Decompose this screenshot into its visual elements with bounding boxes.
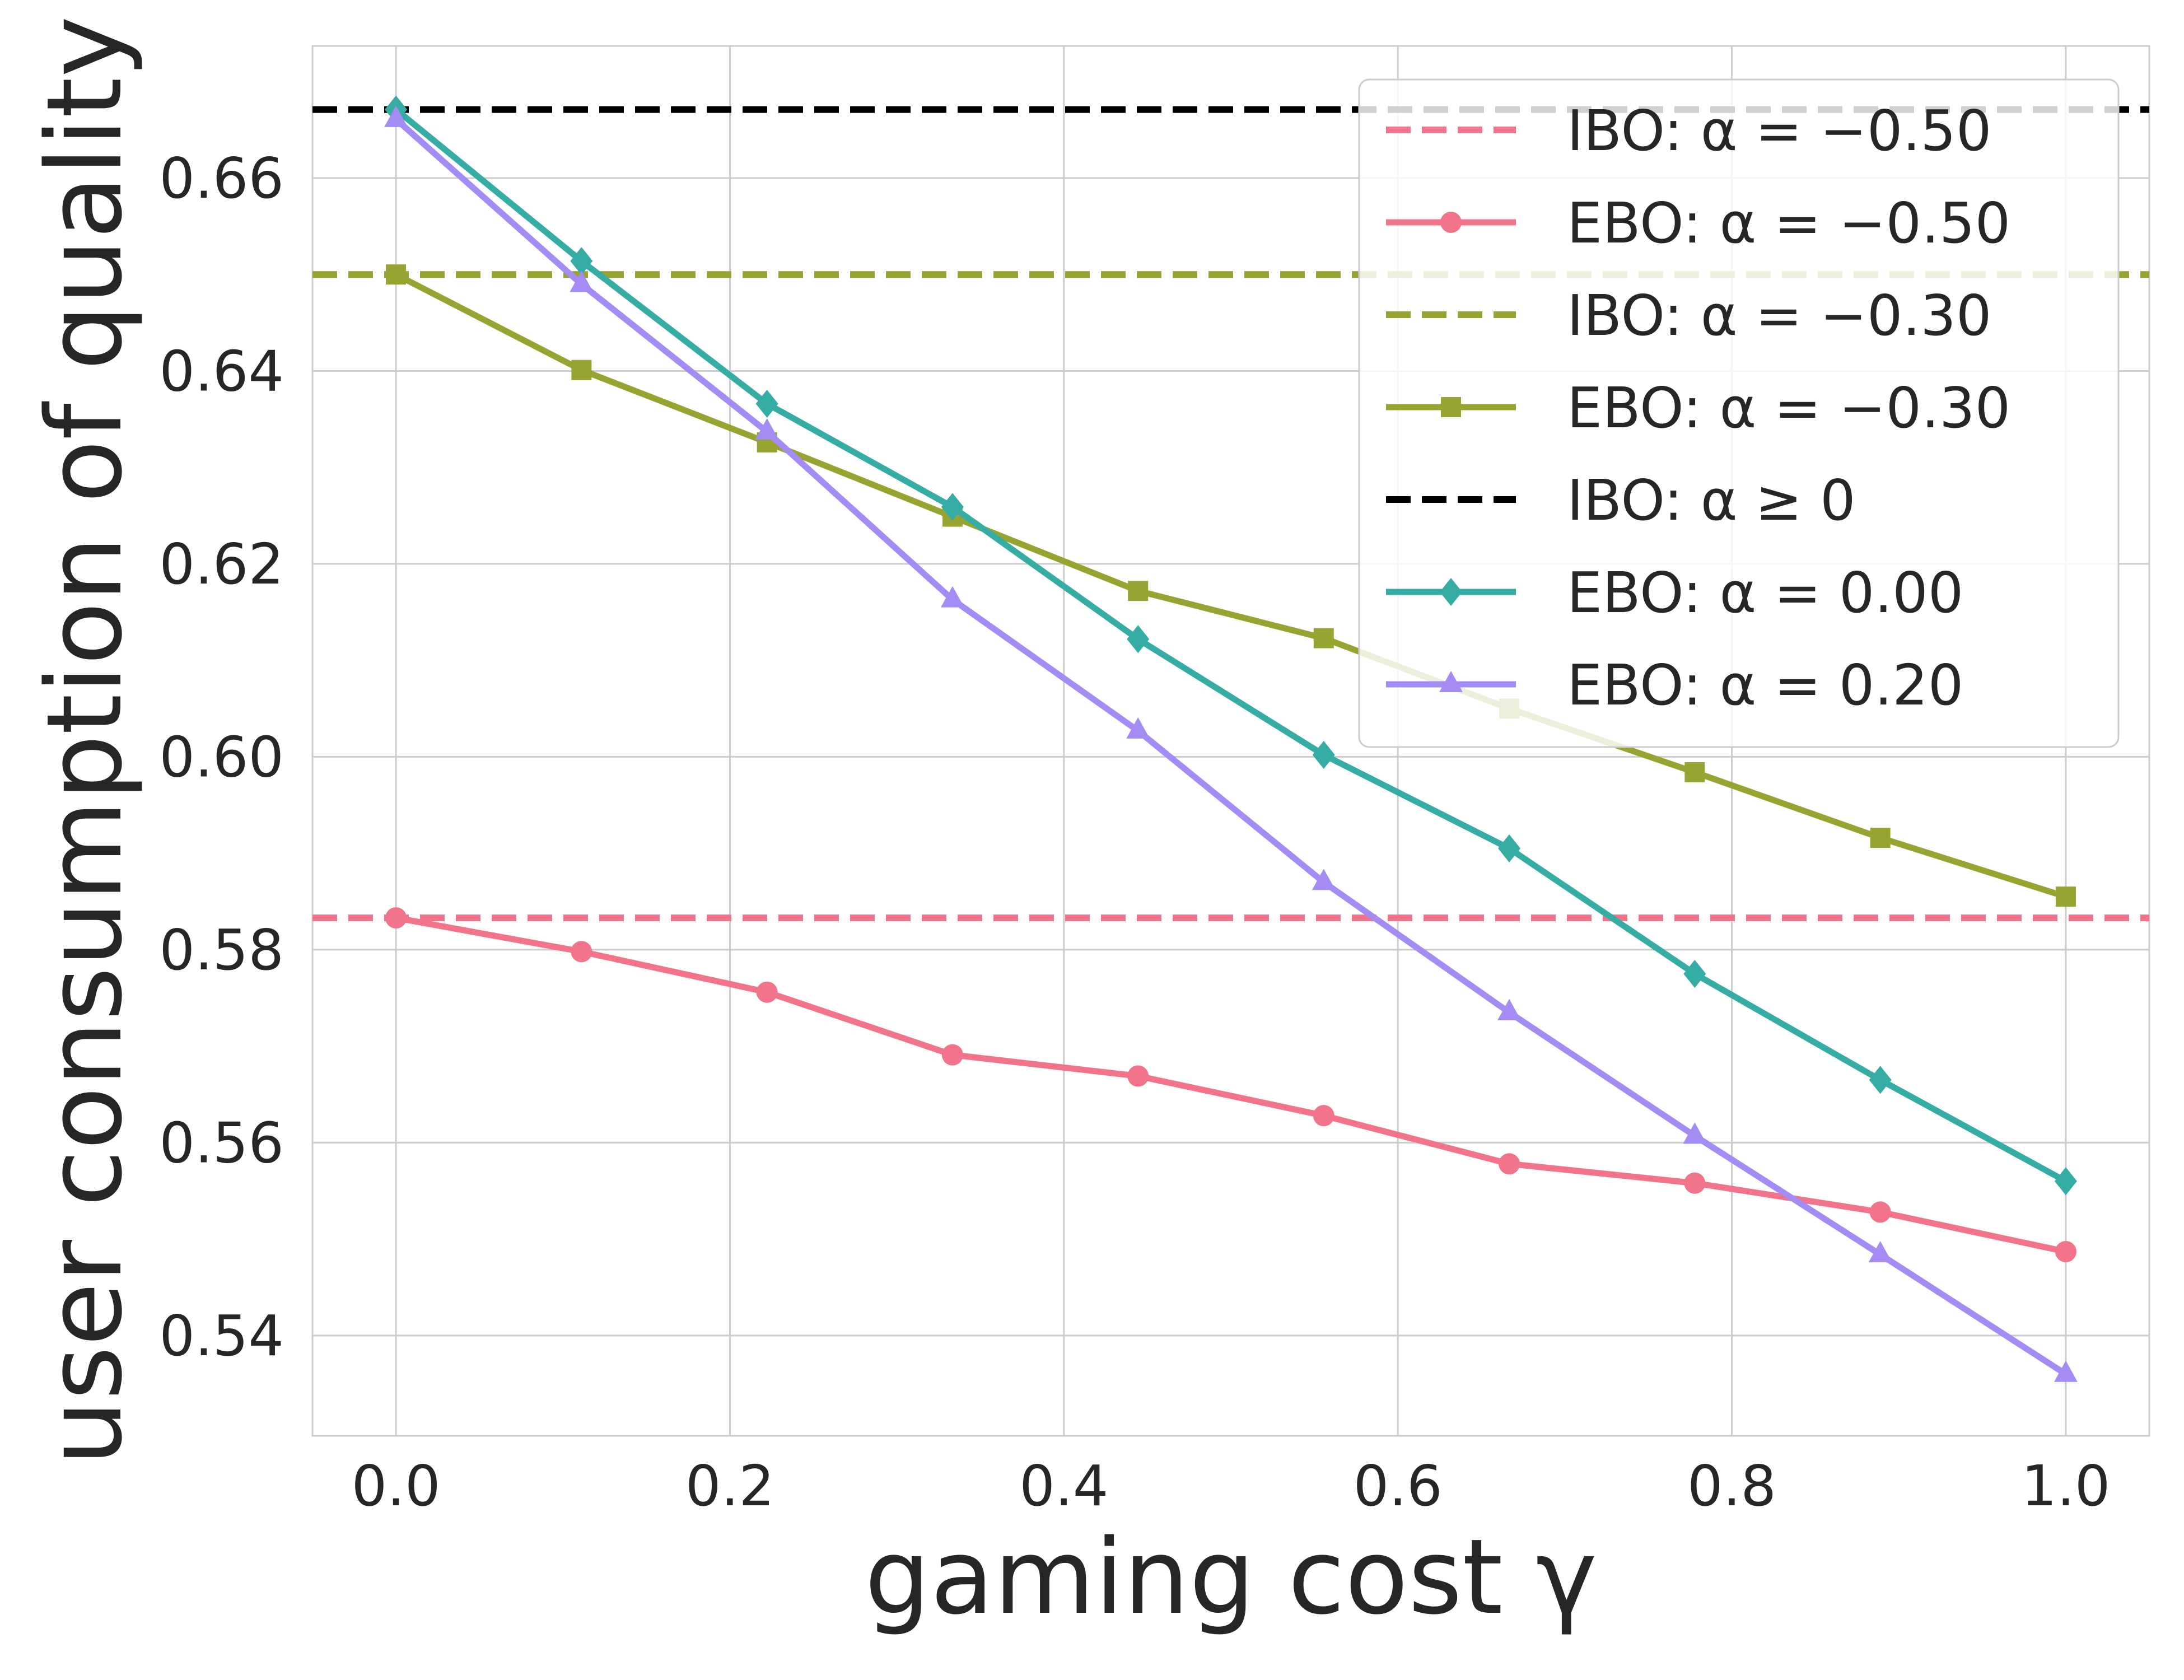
legend-label: IBO: α = −0.50: [1567, 98, 1992, 164]
series-3: [386, 264, 2076, 907]
plot-frame: [311, 45, 2150, 1437]
legend-item: IBO: α ≥ 0: [1386, 468, 1856, 533]
y-tick-label: 0.54: [159, 1303, 284, 1369]
data-point: [386, 264, 407, 285]
x-tick-label: 1.0: [2021, 1453, 2110, 1519]
legend-marker: [1440, 212, 1462, 233]
data-point: [941, 493, 964, 521]
data-point: [1499, 1153, 1520, 1175]
legend-label: IBO: α ≥ 0: [1567, 468, 1856, 533]
data-point: [940, 586, 964, 608]
y-tick-label: 0.62: [159, 531, 284, 597]
data-point: [1498, 834, 1521, 863]
series-line: [393, 106, 2069, 1184]
data-point: [2055, 886, 2076, 907]
legend-marker: [1439, 671, 1463, 692]
x-tick-label: 0.2: [685, 1453, 774, 1519]
legend-label: IBO: α = −0.30: [1567, 283, 1992, 348]
legend-item: EBO: α = 0.00: [1386, 560, 1963, 626]
legend-label: EBO: α = 0.20: [1567, 652, 1963, 718]
data-point: [1312, 869, 1336, 890]
series-line: [393, 116, 2069, 1378]
data-point: [1127, 1065, 1149, 1087]
legend-marker: [1441, 397, 1461, 417]
x-tick-labels: 0.0 0.2 0.4 0.6 0.8 1.0: [352, 1453, 2111, 1519]
legend-box: [1358, 78, 2120, 748]
x-tick-label: 0.4: [1019, 1453, 1108, 1519]
data-point: [1684, 762, 1705, 782]
y-axis-title: user consumption of quality: [24, 16, 145, 1466]
data-point: [385, 907, 407, 929]
y-tick-label: 0.58: [159, 917, 284, 983]
data-point: [1313, 1105, 1334, 1127]
data-point: [384, 105, 408, 127]
legend: IBO: α = −0.50 EBO: α = −0.50 IBO: α = −0.…: [1358, 78, 2120, 748]
data-point: [1126, 717, 1150, 739]
series-6: [384, 105, 2078, 1382]
data-point: [941, 1044, 963, 1066]
data-point: [755, 390, 778, 418]
data-point: [1127, 625, 1150, 654]
data-point: [1869, 1066, 1892, 1094]
data-point: [1870, 828, 1891, 848]
legend-marker: [1440, 578, 1462, 606]
y-tick-label: 0.66: [159, 146, 284, 211]
data-point: [1312, 740, 1335, 769]
data-point: [2055, 1241, 2076, 1263]
data-point: [2054, 1360, 2078, 1382]
x-tick-label: 0.8: [1687, 1453, 1776, 1519]
data-point: [570, 247, 593, 276]
legend-label: EBO: α = 0.00: [1567, 560, 1963, 626]
data-point: [1684, 1172, 1706, 1194]
data-point: [571, 360, 592, 380]
x-tick-label: 0.6: [1354, 1453, 1443, 1519]
y-tick-label: 0.56: [159, 1110, 284, 1175]
data-point: [756, 981, 778, 1003]
y-tick-labels: 0.54 0.56 0.58 0.60 0.62 0.64 0.66: [159, 146, 284, 1369]
data-point: [1683, 1122, 1707, 1144]
legend-item: EBO: α = 0.20: [1386, 652, 1963, 718]
legend-item: IBO: α = −0.30: [1386, 283, 1992, 348]
series-layer: [312, 95, 2149, 1382]
data-point: [1868, 1241, 1892, 1263]
legend-item: EBO: α = −0.30: [1386, 375, 2010, 441]
x-axis-title: gaming cost γ: [865, 1516, 1597, 1637]
y-tick-label: 0.64: [159, 338, 284, 404]
data-point: [1313, 628, 1334, 648]
x-tick-label: 0.0: [352, 1453, 441, 1519]
legend-label: EBO: α = −0.50: [1567, 190, 2010, 256]
data-point: [1683, 959, 1706, 988]
y-tick-label: 0.60: [159, 724, 284, 790]
data-point: [1869, 1201, 1891, 1223]
series-line: [393, 271, 2069, 900]
legend-item: IBO: α = −0.50: [1386, 98, 1992, 164]
legend-item: EBO: α = −0.50: [1386, 190, 2010, 256]
data-point: [1497, 998, 1522, 1020]
data-point: [1128, 581, 1149, 601]
data-point: [570, 270, 594, 292]
data-point: [2054, 1167, 2077, 1196]
data-point: [571, 941, 592, 963]
data-point: [755, 418, 779, 440]
legend-label: EBO: α = −0.30: [1567, 375, 2010, 441]
